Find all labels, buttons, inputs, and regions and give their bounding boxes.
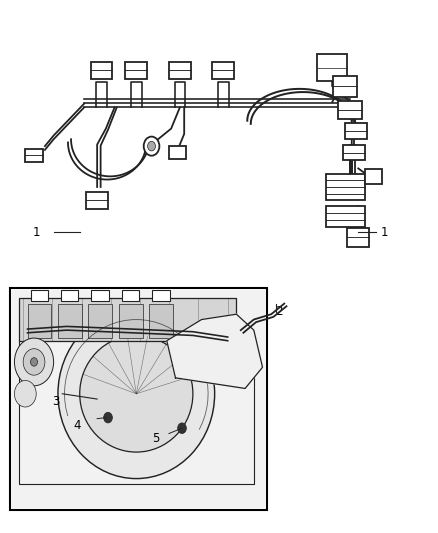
- Circle shape: [148, 141, 155, 151]
- Bar: [152, 290, 170, 302]
- Circle shape: [31, 358, 38, 366]
- Bar: [31, 290, 48, 302]
- Bar: [61, 290, 78, 302]
- Text: 5: 5: [152, 432, 159, 446]
- Bar: [10, 288, 267, 511]
- Bar: [125, 62, 147, 79]
- Bar: [347, 228, 369, 247]
- Circle shape: [104, 413, 113, 423]
- Bar: [19, 298, 237, 341]
- Circle shape: [14, 381, 36, 407]
- Bar: [88, 304, 113, 338]
- Bar: [92, 290, 109, 302]
- Ellipse shape: [58, 309, 215, 479]
- Circle shape: [14, 338, 53, 386]
- Bar: [86, 192, 108, 209]
- Circle shape: [144, 136, 159, 156]
- Bar: [12, 290, 265, 508]
- Bar: [25, 149, 43, 162]
- Circle shape: [178, 423, 186, 433]
- Bar: [28, 304, 51, 338]
- Text: 1: 1: [32, 225, 40, 239]
- Bar: [169, 146, 186, 159]
- Text: 3: 3: [52, 395, 60, 408]
- Text: 4: 4: [74, 419, 81, 432]
- Bar: [169, 62, 191, 79]
- Bar: [343, 144, 365, 160]
- Bar: [212, 62, 234, 79]
- Bar: [149, 304, 173, 338]
- Bar: [325, 174, 365, 200]
- Bar: [325, 206, 365, 227]
- Bar: [91, 62, 113, 79]
- Bar: [345, 123, 367, 139]
- Bar: [365, 169, 382, 184]
- Bar: [338, 101, 361, 119]
- Polygon shape: [167, 314, 262, 389]
- Text: 2: 2: [276, 305, 283, 318]
- Circle shape: [23, 349, 45, 375]
- Ellipse shape: [80, 335, 193, 452]
- Bar: [119, 304, 143, 338]
- Text: 1: 1: [381, 225, 388, 239]
- Bar: [122, 290, 139, 302]
- Bar: [317, 54, 347, 81]
- Bar: [58, 304, 82, 338]
- Bar: [333, 76, 357, 97]
